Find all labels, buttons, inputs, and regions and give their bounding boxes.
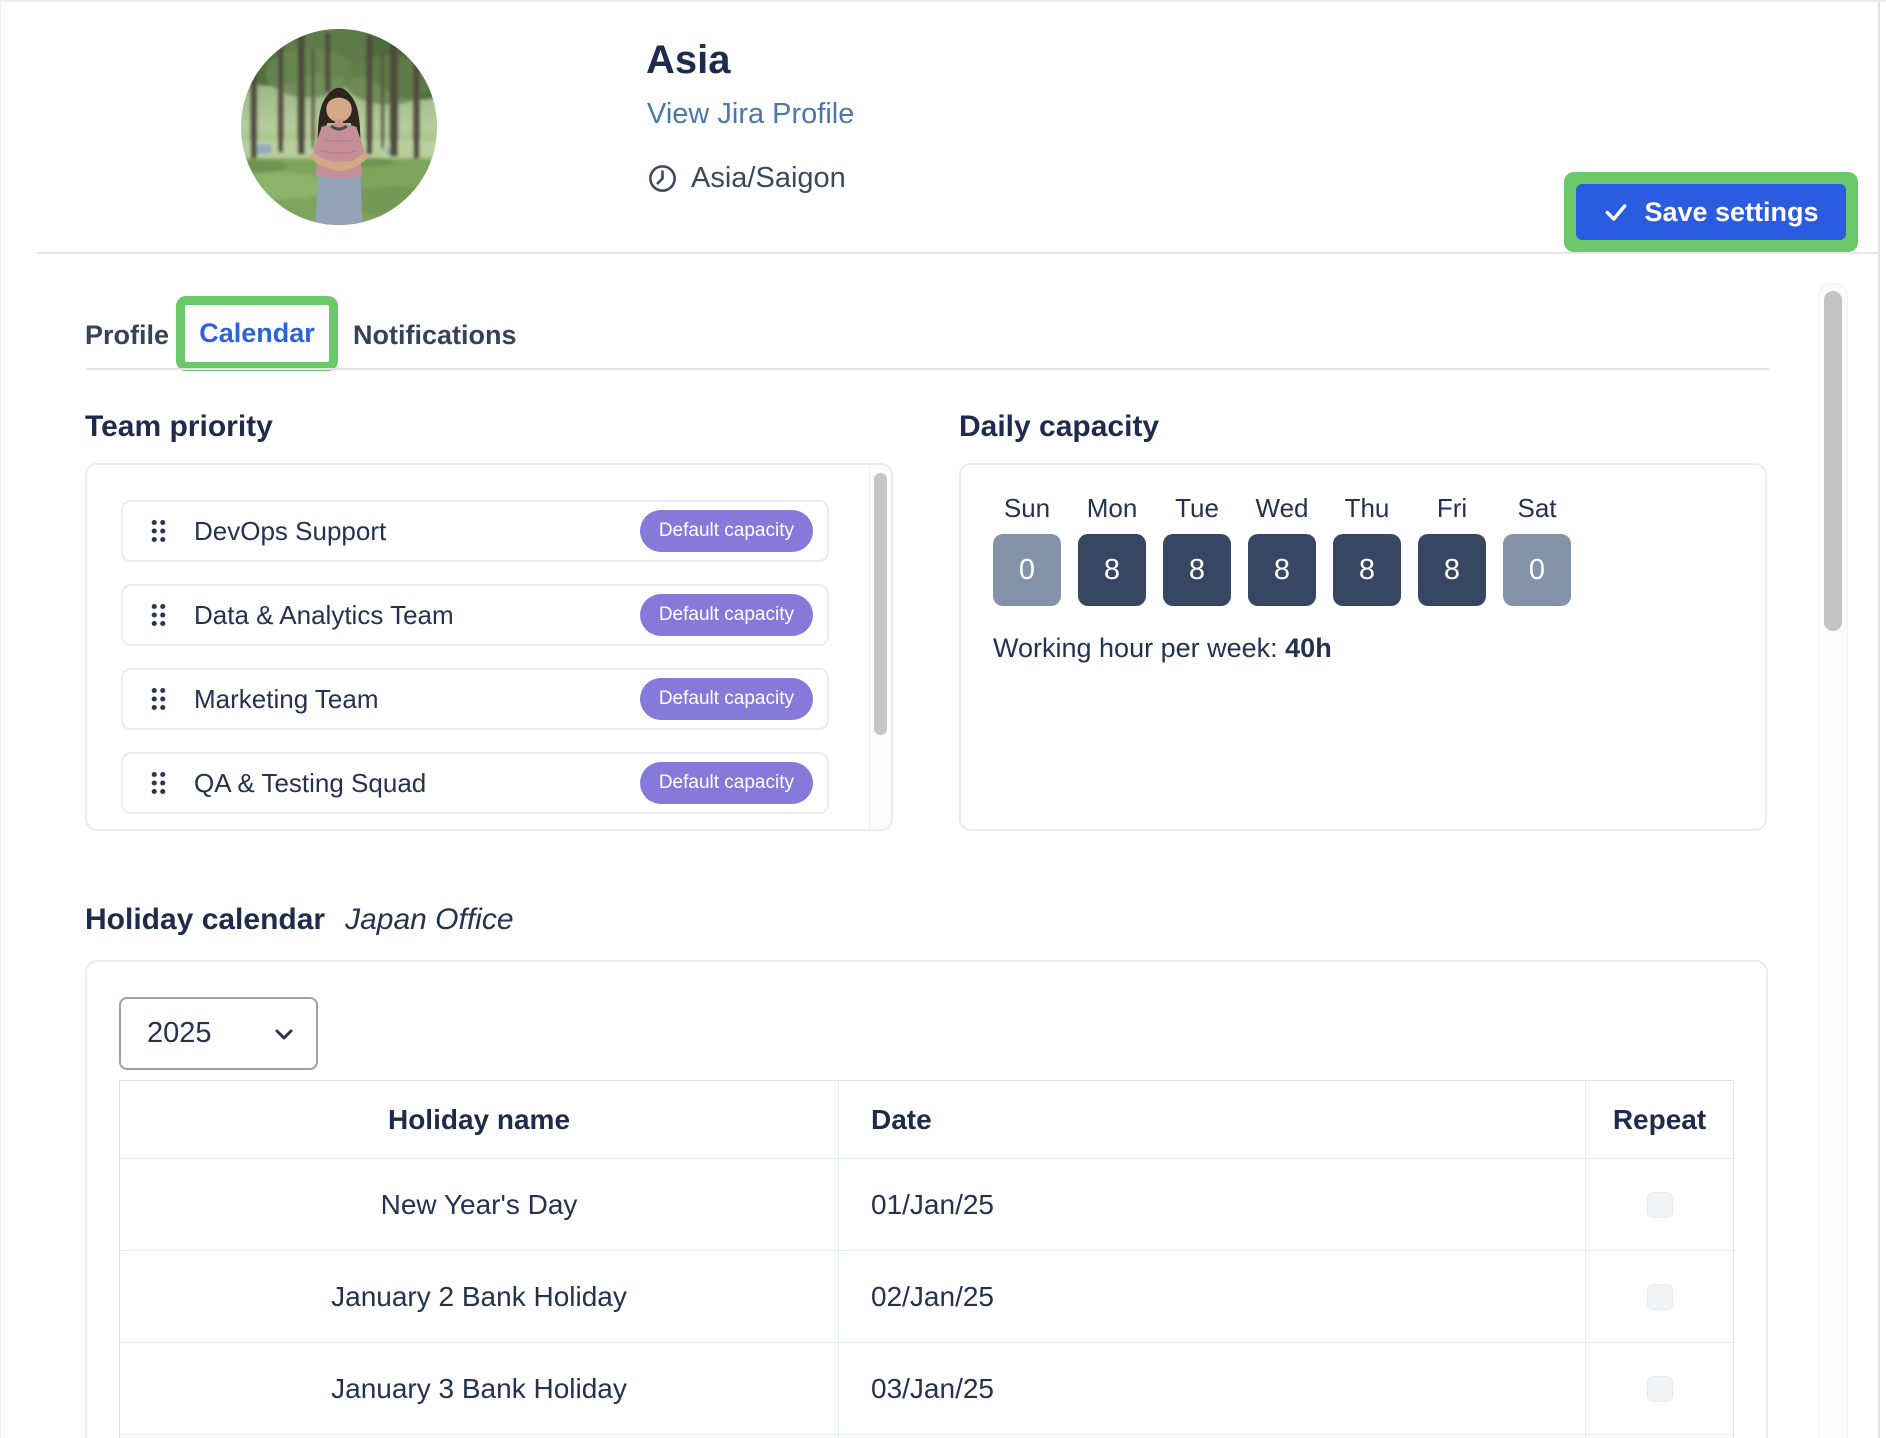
team-name: Data & Analytics Team (194, 599, 454, 630)
timezone-row: Asia/Saigon (647, 162, 846, 195)
day-column: Wed 8 (1248, 493, 1316, 606)
day-label: Sat (1517, 493, 1557, 523)
day-column: Sun 0 (993, 493, 1061, 606)
team-name: Marketing Team (194, 683, 379, 714)
weekly-hours-summary: Working hour per week: 40h (993, 633, 1332, 664)
default-capacity-badge[interactable]: Default capacity (639, 594, 813, 636)
chevron-down-icon (275, 1029, 293, 1039)
day-label: Mon (1086, 493, 1138, 523)
clock-icon (649, 165, 676, 192)
drag-handle-icon[interactable] (150, 686, 167, 712)
day-label: Tue (1175, 493, 1219, 523)
day-capacity-box[interactable]: 8 (1418, 534, 1486, 606)
drag-handle-icon[interactable] (150, 518, 167, 544)
page-scrollbar-thumb[interactable] (1824, 291, 1842, 631)
year-select-value: 2025 (147, 1017, 212, 1049)
day-label: Wed (1255, 493, 1309, 523)
check-icon (1606, 204, 1627, 221)
day-label: Sun (1003, 493, 1051, 523)
team-name: DevOps Support (194, 515, 387, 546)
default-capacity-badge[interactable]: Default capacity (639, 762, 813, 804)
day-column: Mon 8 (1078, 493, 1146, 606)
daily-capacity-title: Daily capacity (959, 410, 1160, 443)
day-capacity-box[interactable]: 8 (1248, 534, 1316, 606)
day-capacity-box[interactable]: 8 (1078, 534, 1146, 606)
column-header-date: Date (839, 1081, 1586, 1158)
daily-capacity-panel: Sun 0 Mon 8 Tue 8 Wed 8 Thu 8 Fri 8 (959, 463, 1767, 831)
holiday-table: Holiday name Date Repeat New Year's Day … (119, 1080, 1734, 1438)
tabs-underline (86, 368, 1769, 370)
day-label: Fri (1436, 493, 1468, 523)
default-capacity-badge[interactable]: Default capacity (639, 510, 813, 552)
team-item[interactable]: Data & Analytics Team Default capacity (121, 584, 829, 646)
table-row: January 2 Bank Holiday 02/Jan/25 (120, 1250, 1733, 1342)
save-settings-label: Save settings (1644, 196, 1819, 227)
year-select[interactable]: 2025 (119, 997, 318, 1070)
holiday-date-cell: 02/Jan/25 (839, 1251, 1586, 1342)
tab-calendar[interactable]: Calendar (185, 305, 329, 362)
holiday-name-cell: January 3 Bank Holiday (120, 1343, 839, 1434)
page-scrollbar[interactable] (1818, 283, 1848, 1438)
table-row: New Year's Day 01/Jan/25 (120, 1158, 1733, 1250)
column-header-holiday-name: Holiday name (120, 1081, 839, 1158)
repeat-checkbox[interactable] (1646, 1375, 1673, 1402)
window-right-edge (1878, 2, 1880, 1438)
day-column: Tue 8 (1163, 493, 1231, 606)
save-settings-annotation: Save settings (1564, 172, 1858, 252)
holiday-date-cell: 01/Jan/25 (839, 1159, 1586, 1250)
holiday-calendar-panel: 2025 Holiday name Date Repeat New Year's… (85, 960, 1768, 1438)
weekly-hours-label: Working hour per week: (993, 633, 1278, 663)
day-label: Thu (1344, 493, 1390, 523)
day-column: Sat 0 (1503, 493, 1571, 606)
page-title: Asia (646, 38, 731, 82)
day-capacity-box[interactable]: 0 (1503, 534, 1571, 606)
holiday-table-header: Holiday name Date Repeat (120, 1081, 1733, 1158)
default-capacity-badge[interactable]: Default capacity (639, 678, 813, 720)
holiday-date-cell: 03/Jan/25 (839, 1343, 1586, 1434)
holiday-calendar-title: Holiday calendar (85, 903, 326, 936)
weekly-hours-value: 40h (1285, 633, 1332, 663)
avatar-photo-illustration (241, 29, 437, 225)
avatar (241, 29, 437, 225)
drag-handle-icon[interactable] (150, 770, 167, 796)
day-capacity-box[interactable]: 8 (1333, 534, 1401, 606)
day-capacity-row: Sun 0 Mon 8 Tue 8 Wed 8 Thu 8 Fri 8 (993, 493, 1571, 606)
drag-handle-icon[interactable] (150, 602, 167, 628)
team-priority-panel: DevOps Support Default capacity Data & A… (85, 463, 893, 831)
team-list-scrollbar-thumb[interactable] (874, 473, 887, 735)
day-capacity-box[interactable]: 0 (993, 534, 1061, 606)
holiday-name-cell: January 2 Bank Holiday (120, 1251, 839, 1342)
team-priority-title: Team priority (85, 410, 273, 443)
save-settings-button[interactable]: Save settings (1576, 184, 1846, 240)
view-jira-profile-link[interactable]: View Jira Profile (647, 98, 855, 130)
holiday-name-cell: New Year's Day (120, 1159, 839, 1250)
tab-notifications[interactable]: Notifications (353, 320, 517, 350)
holiday-calendar-heading: Holiday calendar Japan Office (85, 903, 514, 937)
team-name: QA & Testing Squad (194, 767, 427, 798)
day-column: Fri 8 (1418, 493, 1486, 606)
day-capacity-box[interactable]: 8 (1163, 534, 1231, 606)
column-header-repeat: Repeat (1612, 1103, 1707, 1135)
repeat-checkbox[interactable] (1646, 1283, 1673, 1310)
holiday-office-label: Japan Office (345, 903, 514, 936)
tab-calendar-annotation: Calendar (176, 296, 338, 371)
team-list-scrollbar[interactable] (869, 465, 891, 829)
header-divider (37, 252, 1879, 254)
tab-profile[interactable]: Profile (85, 320, 170, 350)
team-item[interactable]: DevOps Support Default capacity (121, 500, 829, 562)
repeat-checkbox[interactable] (1646, 1191, 1673, 1218)
timezone-label: Asia/Saigon (691, 162, 846, 194)
team-item[interactable]: Marketing Team Default capacity (121, 668, 829, 730)
table-row: January 3 Bank Holiday 03/Jan/25 (120, 1342, 1733, 1434)
table-row (120, 1434, 1733, 1438)
day-column: Thu 8 (1333, 493, 1401, 606)
team-item[interactable]: QA & Testing Squad Default capacity (121, 752, 829, 814)
